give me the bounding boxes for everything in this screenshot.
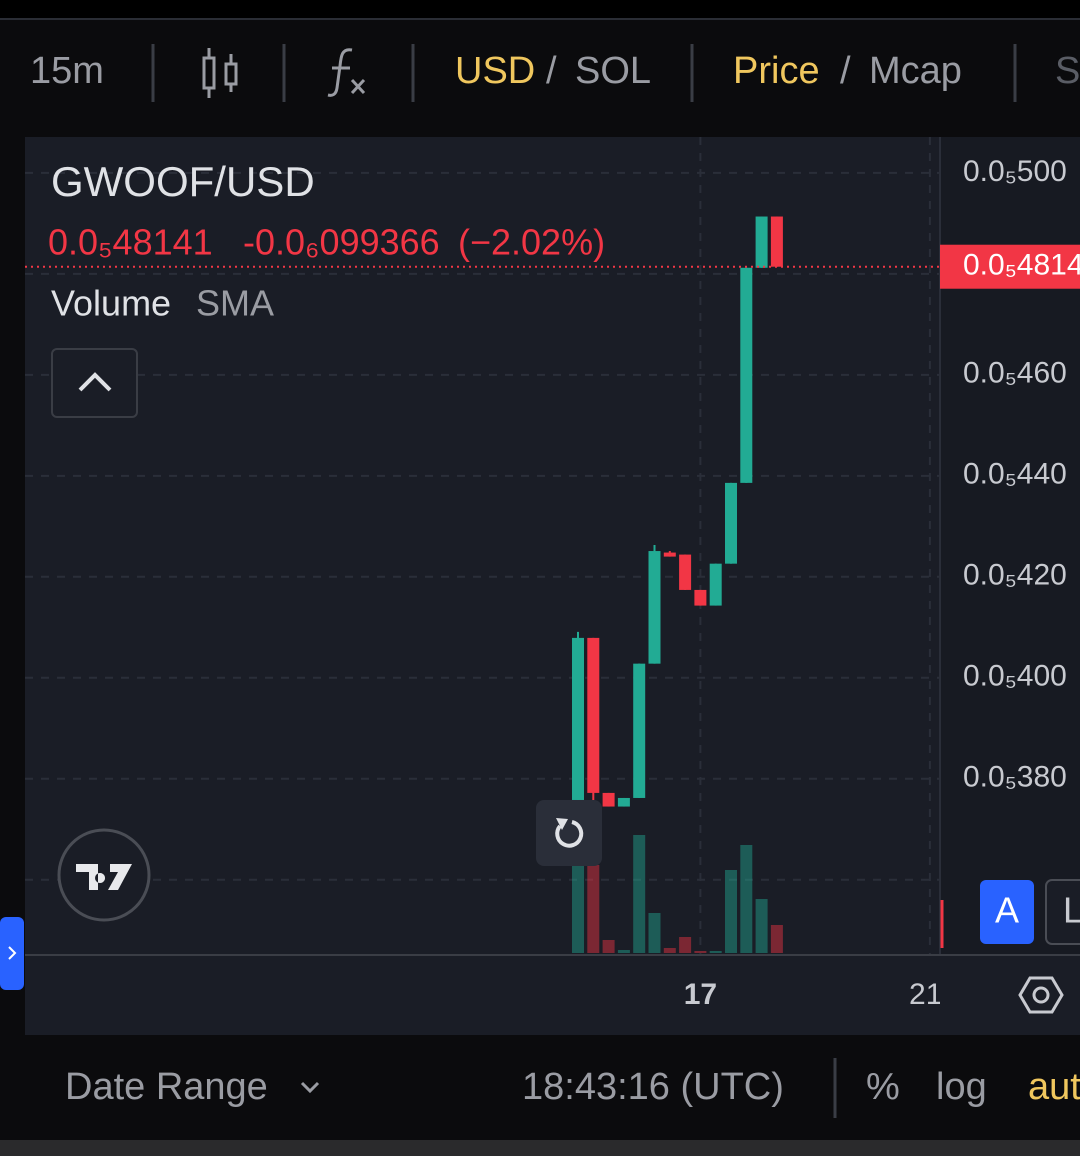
candle-body (740, 267, 753, 483)
indicator-name: Volume (51, 283, 171, 324)
volume-bar (617, 950, 630, 953)
reset-chart-button[interactable] (536, 800, 602, 866)
candle-body (694, 589, 707, 606)
candle-body (755, 216, 768, 268)
currency-usd[interactable]: USD (455, 50, 535, 92)
candle-body (572, 637, 584, 800)
time-axis (25, 955, 1080, 1035)
metric-price[interactable]: Price (733, 50, 820, 92)
metric-mcap[interactable]: Mcap (869, 50, 962, 92)
indicator-kind: SMA (196, 283, 274, 324)
metric-separator: / (840, 50, 851, 92)
percent-button[interactable]: % (866, 1066, 900, 1108)
volume-bar (709, 951, 722, 953)
toolbar: 15m USD / SOL Price / Mcap S (30, 44, 1080, 102)
y-tick-label: 0.0₅460 (963, 357, 1067, 390)
interval-button[interactable]: 15m (30, 50, 104, 92)
volume-bar (740, 845, 753, 953)
log-button[interactable]: log (936, 1066, 987, 1108)
auto-scale-label: A (995, 890, 1019, 931)
candle-body (602, 792, 615, 807)
volume-bar (602, 940, 615, 953)
y-tick-label: 0.0₅380 (963, 761, 1067, 794)
status-strip (0, 0, 1080, 18)
chart-pane (25, 137, 940, 955)
axis-mask (940, 956, 1080, 1034)
x-tick-label: 17 (684, 978, 717, 1011)
volume-bar (725, 870, 737, 953)
candle-body (679, 554, 692, 590)
currency-separator: / (546, 50, 557, 92)
indicators-icon[interactable] (327, 48, 366, 97)
candle-body (725, 482, 737, 564)
volume-bar (633, 835, 646, 953)
candle-body (709, 563, 722, 606)
currency-sol[interactable]: SOL (575, 50, 651, 92)
last-price-tag (940, 244, 1080, 289)
auto-button[interactable]: auto (1028, 1066, 1080, 1108)
y-tick-label: 0.0₅440 (963, 458, 1067, 491)
y-tick-label: 0.0₅400 (963, 660, 1067, 693)
auto-scale-button[interactable] (980, 880, 1034, 944)
last-price: 0.0₅48141 (48, 222, 213, 263)
volume-bar (770, 925, 783, 953)
symbol-title: GWOOF/USD (51, 158, 315, 205)
volume-bar (694, 951, 707, 953)
volume-bar (648, 913, 661, 953)
collapse-legend-button[interactable] (51, 348, 138, 418)
candle-body (633, 663, 646, 798)
y-tick-label: 0.0₅420 (963, 559, 1067, 592)
volume-bar (587, 865, 600, 953)
clock: 18:43:16 (UTC) (522, 1066, 784, 1108)
tradingview-logo[interactable] (57, 828, 151, 922)
footer (0, 1035, 1080, 1140)
date-range-button[interactable]: Date Range (65, 1066, 268, 1108)
candle-body (617, 797, 630, 807)
bottom-strip (0, 1140, 1080, 1156)
more-button[interactable]: S (1055, 50, 1080, 92)
settings-button[interactable] (1018, 976, 1064, 1014)
log-scale-label: L (1063, 890, 1080, 931)
volume-bar (755, 899, 768, 953)
candle-body (663, 552, 676, 557)
chart-type-icon[interactable] (202, 48, 238, 98)
price-change-percent: (−2.02%) (458, 222, 605, 263)
candle-body (770, 216, 783, 267)
last-price-tag-label: 0.0₅48141 (963, 249, 1080, 282)
candle-body (648, 551, 661, 664)
log-scale-button[interactable] (1045, 879, 1080, 945)
dropdown-chevron (300, 1081, 320, 1094)
price-change: -0.0₆099366 (243, 222, 440, 263)
volume-bar (572, 863, 584, 953)
side-handle[interactable] (0, 917, 24, 990)
volume-bar (663, 948, 676, 953)
y-tick-label: 0.0₅500 (963, 155, 1067, 188)
candle-body (587, 637, 600, 793)
volume-bar (679, 937, 692, 953)
